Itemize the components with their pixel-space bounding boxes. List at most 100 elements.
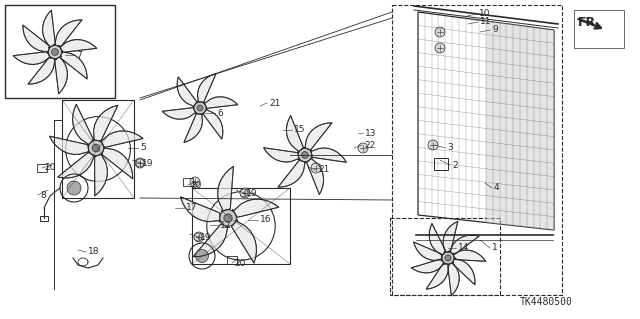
Polygon shape <box>218 166 234 211</box>
Polygon shape <box>232 220 257 263</box>
Polygon shape <box>278 160 306 187</box>
Bar <box>392 5 562 295</box>
Bar <box>183 178 193 186</box>
Bar <box>227 256 237 264</box>
Text: 19: 19 <box>246 189 257 197</box>
Polygon shape <box>197 74 216 102</box>
Bar <box>37 164 47 172</box>
Polygon shape <box>193 224 229 257</box>
Circle shape <box>194 102 206 114</box>
Circle shape <box>240 189 248 197</box>
Polygon shape <box>304 123 332 150</box>
Circle shape <box>88 140 104 156</box>
Text: FR.: FR. <box>578 16 601 29</box>
Circle shape <box>195 249 209 263</box>
Polygon shape <box>60 40 97 52</box>
Circle shape <box>194 232 204 242</box>
Circle shape <box>358 143 368 153</box>
Text: 7: 7 <box>76 50 82 60</box>
Circle shape <box>224 214 232 222</box>
Polygon shape <box>100 131 143 147</box>
Text: 10: 10 <box>479 10 490 19</box>
Text: 3: 3 <box>447 144 452 152</box>
Text: 20: 20 <box>234 258 245 268</box>
Polygon shape <box>95 154 108 196</box>
Polygon shape <box>447 262 460 296</box>
Text: 12: 12 <box>220 220 232 229</box>
Bar <box>192 188 290 264</box>
Circle shape <box>435 27 445 37</box>
Polygon shape <box>307 158 324 195</box>
Polygon shape <box>264 148 299 162</box>
Polygon shape <box>162 108 196 119</box>
Text: 19: 19 <box>142 159 154 167</box>
Circle shape <box>190 177 200 187</box>
Text: 21: 21 <box>269 99 280 108</box>
Polygon shape <box>72 104 93 145</box>
Text: 9: 9 <box>492 26 498 34</box>
Polygon shape <box>184 114 203 143</box>
Text: 21: 21 <box>318 166 330 174</box>
Circle shape <box>197 105 203 111</box>
Circle shape <box>445 255 451 261</box>
Polygon shape <box>42 10 56 48</box>
Text: 2: 2 <box>452 160 458 169</box>
Text: 8: 8 <box>40 190 45 199</box>
Polygon shape <box>177 77 197 107</box>
Circle shape <box>48 45 61 59</box>
Polygon shape <box>429 224 446 256</box>
Polygon shape <box>28 57 56 84</box>
Polygon shape <box>452 258 475 285</box>
Text: 16: 16 <box>260 216 271 225</box>
Polygon shape <box>443 221 458 252</box>
Circle shape <box>428 140 438 150</box>
Circle shape <box>135 158 145 168</box>
Bar <box>5 5 115 98</box>
Polygon shape <box>204 97 238 108</box>
Polygon shape <box>180 197 220 222</box>
Circle shape <box>194 233 202 241</box>
Bar <box>574 10 624 48</box>
Circle shape <box>220 210 236 226</box>
Circle shape <box>435 43 445 53</box>
Bar <box>390 218 500 295</box>
Circle shape <box>311 163 321 173</box>
Polygon shape <box>453 250 486 261</box>
Polygon shape <box>49 136 89 154</box>
Text: 17: 17 <box>186 204 198 212</box>
Polygon shape <box>233 199 279 217</box>
Polygon shape <box>203 109 223 139</box>
Text: 13: 13 <box>365 129 376 137</box>
Circle shape <box>67 181 81 195</box>
Polygon shape <box>102 147 132 179</box>
Circle shape <box>442 252 454 264</box>
Polygon shape <box>93 105 118 141</box>
Polygon shape <box>13 52 51 64</box>
Polygon shape <box>60 51 87 79</box>
Polygon shape <box>426 263 449 289</box>
Text: 11: 11 <box>480 18 492 26</box>
Text: 6: 6 <box>217 108 223 117</box>
Polygon shape <box>54 20 82 47</box>
Polygon shape <box>449 235 479 255</box>
Circle shape <box>298 148 312 162</box>
Polygon shape <box>486 21 554 230</box>
Text: 19: 19 <box>200 233 211 241</box>
Text: 18: 18 <box>88 248 99 256</box>
Polygon shape <box>413 242 442 261</box>
Bar <box>62 100 134 198</box>
Polygon shape <box>58 152 95 178</box>
Text: 20: 20 <box>44 164 56 173</box>
Text: 1: 1 <box>492 243 498 253</box>
Circle shape <box>92 144 100 152</box>
Polygon shape <box>412 259 445 273</box>
Polygon shape <box>311 148 346 162</box>
Text: 14: 14 <box>458 243 469 253</box>
Text: TK4480500: TK4480500 <box>520 297 573 307</box>
Circle shape <box>136 159 144 167</box>
Circle shape <box>52 48 58 56</box>
Polygon shape <box>54 56 67 94</box>
Text: 15: 15 <box>294 125 305 135</box>
Text: 20: 20 <box>190 181 202 189</box>
Text: 5: 5 <box>140 144 146 152</box>
